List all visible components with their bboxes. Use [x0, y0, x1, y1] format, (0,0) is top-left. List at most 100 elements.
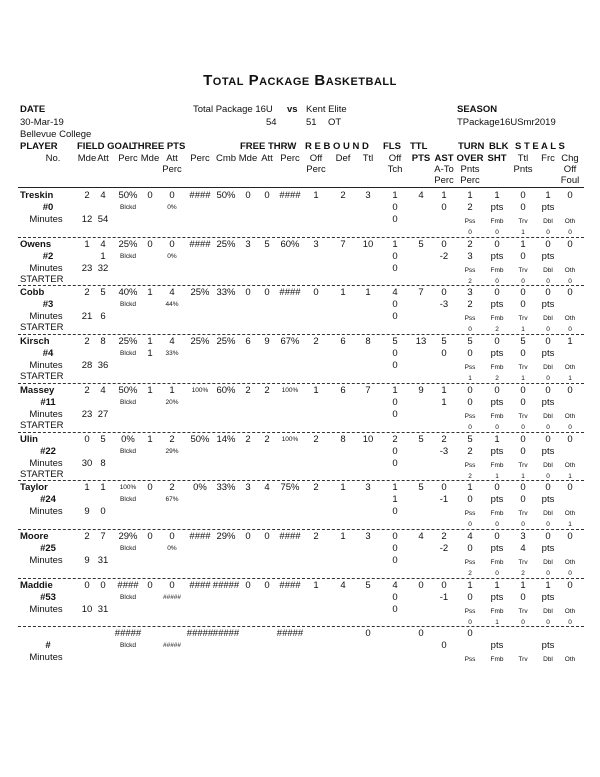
- stat-cell: #####: [212, 579, 240, 591]
- stat-cell: 1: [441, 384, 447, 396]
- steal-type-label: Pss: [464, 558, 476, 566]
- stat-cell: 5: [418, 482, 424, 494]
- steal-type-label: Pss: [464, 218, 476, 225]
- steal-type-label: Pss: [464, 266, 476, 274]
- stat-cell: 5: [467, 336, 473, 348]
- fouls-touch-value: 0: [392, 311, 398, 323]
- stat-cell: 0: [392, 299, 398, 311]
- steal-type-label: Fmb: [490, 412, 504, 420]
- stat-cell: 2: [264, 433, 270, 445]
- stat-cell: 0: [467, 348, 473, 360]
- stat-cell: 4: [467, 530, 473, 542]
- steal-type-value: 0: [568, 618, 572, 626]
- stat-cell: 3: [365, 190, 371, 201]
- stat-cell: 4: [418, 190, 424, 201]
- stat-cell: 1: [84, 482, 90, 494]
- stat-cell: 1: [392, 482, 398, 494]
- steal-type-value: 2: [495, 375, 499, 383]
- stat-cell: 75%: [280, 482, 300, 494]
- stat-cell: pts: [490, 299, 504, 311]
- stat-cell: 2: [169, 433, 175, 445]
- column-group-header: FLS: [383, 141, 401, 152]
- stat-cell: 0: [545, 287, 551, 299]
- stat-cell: 0: [392, 202, 398, 213]
- stat-cell: 2: [467, 299, 473, 311]
- stat-cell: pts: [541, 640, 555, 652]
- stat-cell: 0: [520, 445, 526, 457]
- stat-cell: 20%: [165, 398, 179, 406]
- steal-type-value: 0: [521, 277, 525, 285]
- stat-cell: ####: [189, 238, 211, 250]
- minutes-value: 36: [97, 360, 109, 372]
- steal-type-label: Oth: [564, 607, 576, 615]
- stat-cell: 1: [147, 384, 153, 396]
- column-header: Perc: [118, 153, 138, 164]
- stat-cell: 60%: [280, 238, 300, 250]
- steal-type-value: 0: [546, 472, 550, 480]
- player-number: #3: [42, 299, 54, 311]
- minutes-label: Minutes: [29, 360, 63, 372]
- column-subheader: Perc: [306, 164, 326, 175]
- stat-cell: 2: [84, 530, 90, 542]
- stat-cell: 7: [418, 287, 424, 299]
- column-header: Perc: [190, 153, 210, 164]
- minutes-value: 23: [81, 262, 93, 274]
- stat-cell: 3: [365, 530, 371, 542]
- stat-cell: 0: [545, 482, 551, 494]
- stat-cell: 0: [441, 640, 447, 652]
- steal-type-label: Pss: [464, 364, 476, 372]
- steal-type-label: Dbl: [543, 510, 553, 518]
- steal-type-label: Pss: [464, 510, 476, 518]
- stat-cell: 1: [313, 190, 319, 201]
- column-header: Mde: [238, 153, 258, 164]
- stat-cell: ####: [279, 579, 301, 591]
- stat-cell: 0: [245, 530, 251, 542]
- column-subheader: Perc: [434, 175, 454, 186]
- player-number: #4: [42, 348, 54, 360]
- stat-cell: -1: [439, 591, 449, 603]
- stat-cell: 0: [467, 396, 473, 408]
- steal-type-label: Pss: [464, 607, 476, 615]
- stat-cell: 0: [147, 482, 153, 494]
- minutes-value: 9: [84, 506, 90, 518]
- stat-cell: 13: [415, 336, 427, 348]
- stat-cell: ####: [279, 190, 301, 201]
- stat-cell: 2: [313, 433, 319, 445]
- stat-cell: 2: [169, 482, 175, 494]
- stat-cell: 25%: [216, 238, 236, 250]
- steal-type-value: 2: [495, 326, 499, 334]
- player-row: Moore #25 2 7 29% 0 0 #### 29% 0 0 #### 2 1 3 0 4 2 4 0 3 0 0 B…: [0, 528, 600, 577]
- stat-cell: 29%: [216, 530, 236, 542]
- stat-cell: 8: [365, 336, 371, 348]
- stat-cell: 7: [340, 238, 346, 250]
- stat-cell: 0: [520, 384, 526, 396]
- player-row: Taylor #24 1 1 100% 0 2 0% 33% 3 4 75% 2 1 3 1 5 0 1 0 0 0 0 Bl…: [0, 480, 600, 528]
- stat-cell: #####: [276, 628, 304, 640]
- steal-type-value: 0: [521, 618, 525, 626]
- stat-cell: 0: [392, 445, 398, 457]
- stat-cell: ####: [189, 530, 211, 542]
- minutes-value: 6: [100, 311, 106, 323]
- stat-cell: Blckd: [120, 204, 136, 211]
- stat-cell: 1: [313, 384, 319, 396]
- stat-cell: 6: [340, 336, 346, 348]
- stat-cell: 4: [169, 287, 175, 299]
- stat-cell: 0: [245, 579, 251, 591]
- steal-type-label: Dbl: [543, 315, 553, 323]
- stat-cell: 0: [441, 202, 447, 213]
- column-group-header: BLK: [489, 141, 509, 152]
- stat-cell: 0%: [193, 482, 207, 494]
- stat-cell: 4: [100, 190, 106, 201]
- column-subheader: Perc: [162, 164, 182, 175]
- away-score: 51: [306, 117, 317, 128]
- stat-cell: 0: [264, 287, 270, 299]
- stat-cell: 5: [264, 238, 270, 250]
- stat-cell: 100%: [281, 386, 299, 394]
- stat-cell: 1: [441, 190, 447, 201]
- stat-cell: 0: [545, 238, 551, 250]
- stat-cell: 0: [392, 591, 398, 603]
- stat-cell: 2: [313, 530, 319, 542]
- steal-type-value: 1: [521, 375, 525, 383]
- steal-type-label: Dbl: [543, 218, 553, 225]
- stat-cell: 0: [147, 190, 153, 201]
